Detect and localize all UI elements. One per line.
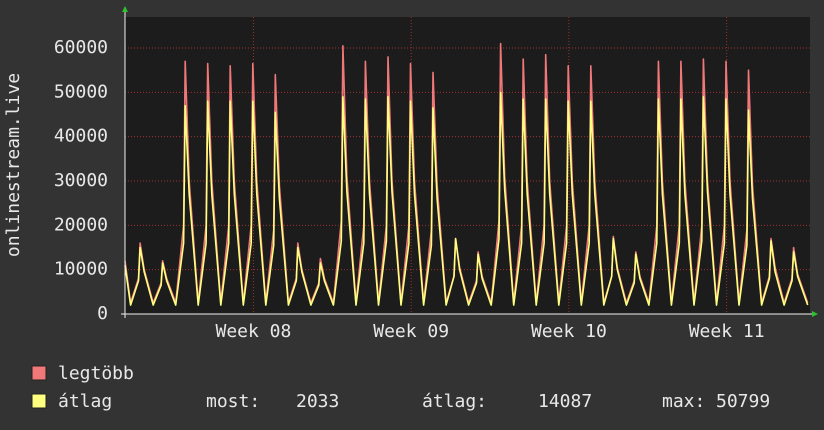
y-tick-label: 10000 bbox=[54, 259, 108, 280]
legend-swatch bbox=[31, 393, 47, 409]
stat-label: most: bbox=[206, 391, 260, 412]
x-tick-label: Week 09 bbox=[373, 321, 449, 342]
y-tick-label: 0 bbox=[97, 303, 108, 324]
stat-label: átlag: bbox=[422, 391, 487, 412]
y-tick-label: 20000 bbox=[54, 214, 108, 235]
axis-arrow bbox=[812, 311, 818, 317]
legend-label: átlag bbox=[58, 391, 112, 412]
y-tick-label: 60000 bbox=[54, 37, 108, 58]
x-tick-label: Week 08 bbox=[216, 321, 292, 342]
y-axis-label: onlinestream.live bbox=[3, 73, 24, 257]
legend-label: legtöbb bbox=[58, 363, 134, 384]
stat-value: 14087 bbox=[538, 391, 592, 412]
legend: legtöbb átlag most: 2033 átlag: 14087 max: 5079… bbox=[31, 363, 770, 412]
y-tick-label: 40000 bbox=[54, 126, 108, 147]
legend-swatch bbox=[31, 365, 47, 381]
axis-arrow bbox=[122, 6, 128, 12]
plot-area bbox=[125, 17, 810, 314]
lines bbox=[124, 42, 809, 306]
x-tick-label: Week 11 bbox=[689, 321, 765, 342]
y-tick-label: 50000 bbox=[54, 81, 108, 102]
stat-value: 2033 bbox=[296, 391, 339, 412]
series-line bbox=[124, 91, 809, 306]
stat-label: max: bbox=[662, 391, 705, 412]
x-tick-label: Week 10 bbox=[531, 321, 607, 342]
stat-value: 50799 bbox=[716, 391, 770, 412]
y-tick-label: 30000 bbox=[54, 170, 108, 191]
